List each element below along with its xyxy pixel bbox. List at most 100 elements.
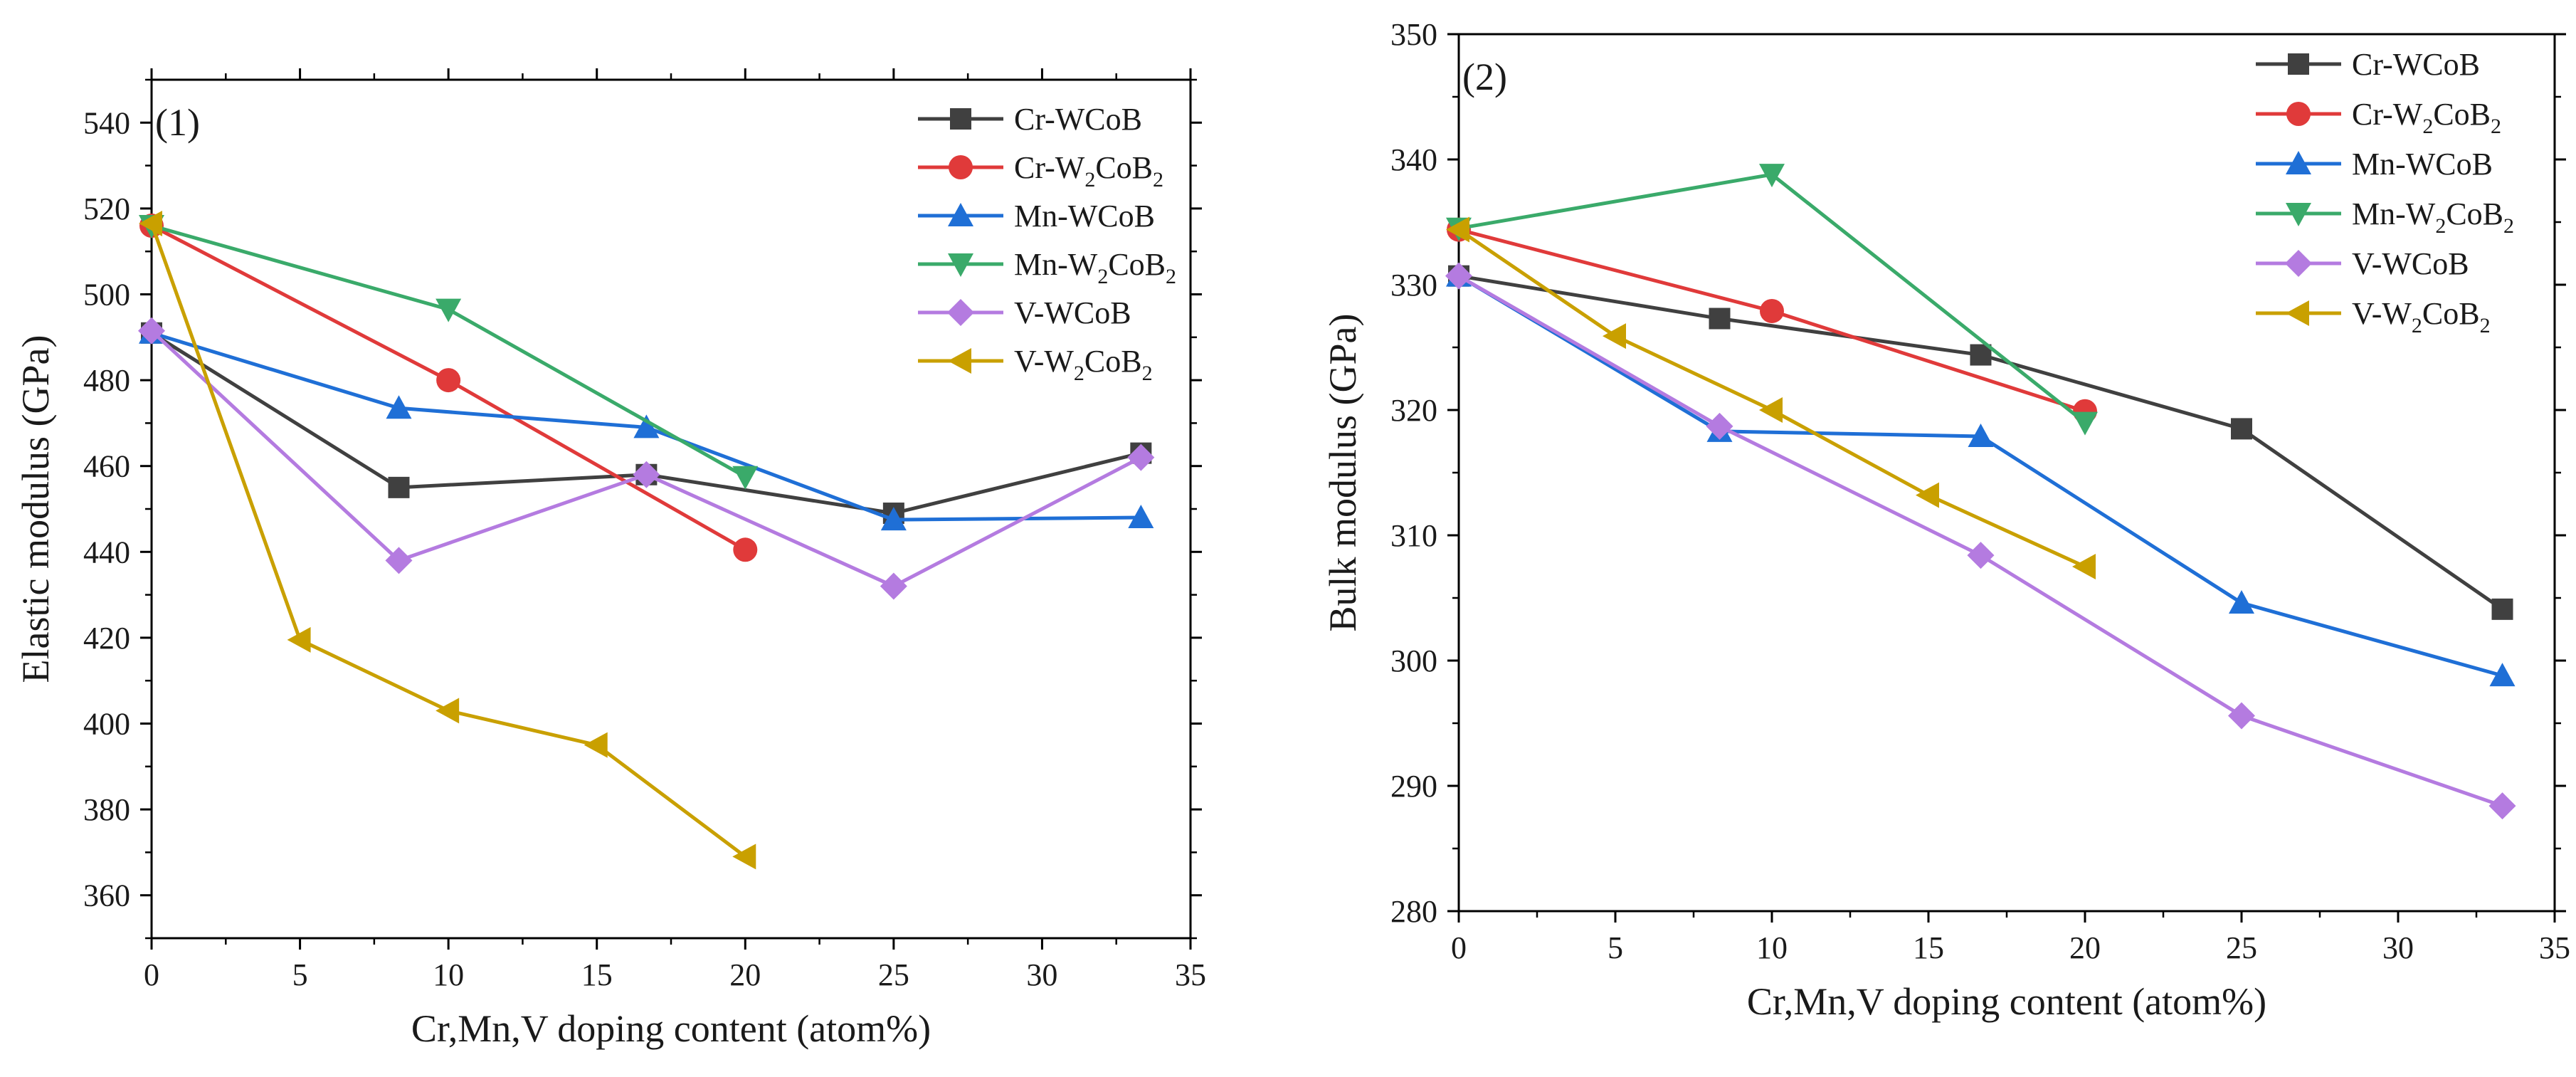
data-point	[1916, 482, 1939, 508]
data-point	[1967, 542, 1995, 569]
legend-item: Mn-W2CoB2	[2256, 196, 2514, 238]
legend-item: V-W2CoB2	[2256, 296, 2491, 337]
y-tick-label: 520	[83, 191, 130, 226]
y-tick-label: 340	[1390, 142, 1437, 177]
panel-bulk-modulus: 0 5 10 15 20 25 30 35 280 290 300 310 320 330 340 350 Cr…	[1321, 17, 2570, 1023]
legend-label: Cr-W2CoB2	[2352, 97, 2501, 138]
legend-item: Mn-WCoB	[2256, 147, 2493, 182]
x-axis-title: Cr,Mn,V doping content (atom%)	[1747, 980, 2266, 1023]
legend-marker	[2286, 102, 2311, 126]
legend-item: V-WCoB	[2256, 246, 2469, 281]
data-point	[880, 572, 907, 600]
series-Cr-W2CoB2	[1447, 217, 2097, 424]
legend-marker	[948, 348, 971, 374]
legend-marker	[2286, 203, 2311, 226]
data-point	[287, 626, 311, 653]
y-tick-label: 280	[1390, 894, 1437, 929]
data-point	[2231, 418, 2252, 440]
data-point	[1445, 262, 1472, 290]
data-point	[1603, 323, 1626, 350]
data-point	[732, 466, 759, 490]
legend-label: V-W2CoB2	[1014, 344, 1153, 385]
data-point	[388, 476, 410, 498]
y-tick-label: 360	[83, 878, 130, 913]
legend-label: Cr-WCoB	[1014, 102, 1142, 137]
x-tick-label: 0	[1451, 930, 1467, 965]
legend-marker	[948, 253, 973, 277]
data-point	[1706, 412, 1733, 440]
y-tick-label: 310	[1390, 518, 1437, 553]
legend-label: V-WCoB	[1014, 295, 1131, 330]
data-point	[633, 461, 660, 488]
data-point	[880, 507, 907, 531]
y-tick-label: 320	[1390, 393, 1437, 428]
data-point	[2488, 792, 2516, 820]
data-point	[2491, 598, 2513, 620]
series-V-W2CoB2	[139, 211, 756, 870]
data-point	[2072, 411, 2098, 436]
y-tick-label: 330	[1390, 268, 1437, 303]
y-tick-label: 460	[83, 449, 130, 484]
series-line	[151, 224, 746, 478]
x-tick-label: 30	[2382, 930, 2414, 965]
series-V-WCoB	[138, 317, 1155, 600]
data-point	[2489, 663, 2516, 687]
legend-item: Mn-WCoB	[918, 199, 1155, 233]
x-tick-label: 20	[2069, 930, 2101, 965]
y-tick-label: 440	[83, 535, 130, 569]
data-point	[436, 698, 460, 724]
data-point	[139, 211, 162, 237]
x-tick-label: 0	[144, 957, 159, 992]
y-tick-label: 380	[83, 792, 130, 827]
y-tick-label: 290	[1390, 769, 1437, 804]
x-tick-label: 35	[1175, 957, 1206, 992]
series-V-WCoB	[1445, 262, 2516, 820]
legend-marker	[948, 203, 973, 226]
data-point	[633, 414, 660, 438]
data-point	[436, 368, 461, 393]
legend-item: Cr-W2CoB2	[918, 150, 1163, 191]
x-tick-label: 15	[1913, 930, 1944, 965]
y-tick-label: 420	[83, 621, 130, 656]
data-point	[1709, 308, 1731, 330]
data-point	[1760, 298, 1784, 323]
y-tick-label: 540	[83, 105, 130, 140]
x-tick-label: 25	[2226, 930, 2257, 965]
x-tick-label: 10	[1756, 930, 1788, 965]
series-line	[1458, 172, 2086, 424]
legend-label: Mn-W2CoB2	[1014, 247, 1176, 288]
y-axis-title: Elastic modulus (GPa)	[14, 335, 57, 683]
legend-label: Mn-WCoB	[1014, 199, 1155, 233]
data-point	[1128, 505, 1154, 529]
y-axis-title: Bulk modulus (GPa)	[1321, 313, 1364, 631]
data-point	[733, 537, 758, 562]
data-point	[2229, 590, 2254, 614]
series-Mn-WCoB	[139, 320, 1154, 531]
legend-marker	[949, 155, 973, 179]
y-tick-label: 500	[83, 278, 130, 312]
legend-marker	[2286, 151, 2311, 174]
x-tick-label: 35	[2539, 930, 2570, 965]
data-point	[2228, 702, 2255, 730]
data-point	[584, 732, 608, 758]
legend-item: V-W2CoB2	[918, 344, 1153, 385]
series-Mn-W2CoB2	[1446, 164, 2098, 436]
data-point	[386, 395, 412, 419]
x-tick-label: 5	[1608, 930, 1623, 965]
panel-elastic-modulus: 0 5 10 15 20 25 30 35 360 380 400 420 440 460 480 500 52…	[14, 68, 1206, 1050]
data-point	[436, 298, 462, 322]
x-tick-label: 30	[1026, 957, 1057, 992]
x-tick-label: 20	[729, 957, 761, 992]
x-tick-label: 10	[433, 957, 464, 992]
series-Cr-W2CoB2	[139, 214, 758, 562]
panel-label: (1)	[155, 101, 200, 144]
legend-item: Cr-W2CoB2	[2256, 97, 2501, 138]
x-axis-title: Cr,Mn,V doping content (atom%)	[411, 1007, 931, 1050]
legend-label: V-WCoB	[2352, 246, 2469, 281]
data-point	[385, 547, 413, 574]
legend-label: Mn-W2CoB2	[2352, 196, 2514, 238]
series-line	[150, 329, 1142, 589]
legend-marker	[950, 108, 971, 130]
legend-marker	[2288, 53, 2309, 75]
